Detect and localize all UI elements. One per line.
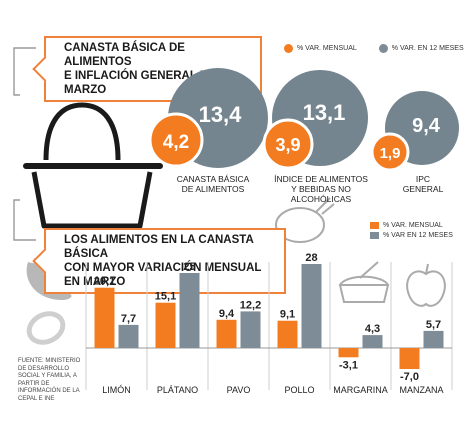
data-label-monthly: 9,1 [280, 309, 295, 321]
bubble-alimentos-label-2: Y BEBIDAS NO ALCOHÓLICAS [290, 184, 352, 204]
bar-monthly [338, 348, 359, 358]
category-label: POLLO [284, 385, 314, 395]
bar-yearly [301, 264, 322, 348]
data-label-monthly: 9,4 [219, 308, 235, 320]
apple-icon [406, 263, 446, 307]
lemon-icon [26, 311, 66, 345]
bar-monthly [155, 302, 176, 348]
data-label-yearly: 12,2 [240, 299, 261, 311]
bar-yearly [179, 273, 200, 348]
bubble-alimentos-monthly: 3,9 [275, 135, 300, 155]
data-label-yearly: 4,3 [365, 323, 380, 335]
bubble-ipc-label-2: GENERAL [402, 184, 444, 194]
bubble-alimentos: 13,1 3,9 [262, 70, 368, 170]
data-label-monthly: -3,1 [339, 359, 358, 371]
bubble-ipc-yearly: 9,4 [412, 115, 441, 137]
legend2-yearly-swatch [370, 232, 379, 239]
data-label-monthly: 15,1 [155, 291, 176, 303]
section-title-foods: LOS ALIMENTOS EN LA CANASTA BÁSICA CON M… [44, 228, 286, 294]
bubble-canasta-label-1: CANASTA BÁSICA [176, 174, 250, 184]
bubble-alimentos-label-1: ÍNDICE DE ALIMENTOS [274, 174, 368, 184]
title-line-1: CANASTA BÁSICA DE ALIMENTOS [64, 42, 185, 68]
bubble-ipc: 9,4 1,9 [370, 91, 459, 172]
margarine-icon [338, 261, 390, 303]
legend-yearly-swatch [378, 44, 388, 53]
bar-monthly [277, 320, 298, 348]
bubble-canasta-label: CANASTA BÁSICA DE ALIMENTOS [168, 174, 258, 194]
chicken-icon [275, 197, 335, 243]
bubble-ipc-label: IPC GENERAL [396, 174, 450, 194]
section2-title-line-2: CON MAYOR VARIACIÓN MENSUAL EN MARZO [64, 262, 262, 288]
category-label: LIMÓN [102, 385, 131, 395]
legend-monthly-label: % VAR. MENSUAL [297, 45, 357, 52]
bar-yearly [423, 330, 444, 348]
bubble-alimentos-yearly: 13,1 [303, 100, 346, 125]
data-label-monthly: -7,0 [400, 371, 419, 383]
title-line-2: E INFLACIÓN GENERAL EN MARZO [64, 70, 216, 96]
data-label-yearly: 28 [305, 252, 317, 264]
bubble-canasta-monthly: 4,2 [163, 132, 189, 153]
bar-yearly [118, 324, 139, 348]
category-label: PAVO [227, 385, 251, 395]
bar-monthly [399, 348, 420, 369]
legend-yearly-label: % VAR. EN 12 MESES [391, 45, 464, 52]
bubble-canasta: 13,4 4,2 [148, 68, 268, 168]
category-label: PLÁTANO [157, 385, 198, 395]
connector-line-top [13, 47, 36, 96]
legend2-monthly-swatch [370, 222, 379, 229]
bubble-canasta-yearly: 13,4 [199, 102, 243, 127]
bar-yearly [240, 311, 261, 348]
bar-yearly [362, 335, 383, 348]
legend2-monthly-label: % VAR. MENSUAL [383, 222, 443, 229]
source-note: FUENTE: MINISTERIO DE DESARROLLO SOCIAL … [18, 358, 81, 402]
bubble-canasta-label-2: DE ALIMENTOS [181, 184, 245, 194]
data-label-monthly: 20,1 [94, 276, 115, 288]
data-label-yearly: 7,7 [121, 313, 136, 325]
basket-icon [23, 102, 163, 229]
section2-title-line-1: LOS ALIMENTOS EN LA CANASTA BÁSICA [64, 234, 254, 260]
category-label: MANZANA [399, 385, 443, 395]
legend-bottom: % VAR. MENSUAL % VAR EN 12 MESES [370, 222, 453, 239]
category-label: MARGARINA [333, 385, 388, 395]
connector-line-bottom [13, 199, 36, 241]
legend2-yearly-label: % VAR EN 12 MESES [383, 232, 453, 239]
legend-top: % VAR. MENSUAL % VAR. EN 12 MESES [284, 44, 464, 53]
data-label-yearly: 25 [183, 261, 195, 273]
bubble-alimentos-label: ÍNDICE DE ALIMENTOS Y BEBIDAS NO ALCOHÓL… [262, 174, 380, 204]
bubble-ipc-monthly: 1,9 [380, 145, 401, 162]
data-label-yearly: 5,7 [426, 319, 441, 331]
legend-monthly-swatch [284, 44, 293, 53]
bubble-ipc-label-1: IPC [415, 174, 431, 184]
bar-monthly [94, 287, 115, 348]
bar-monthly [216, 319, 237, 348]
